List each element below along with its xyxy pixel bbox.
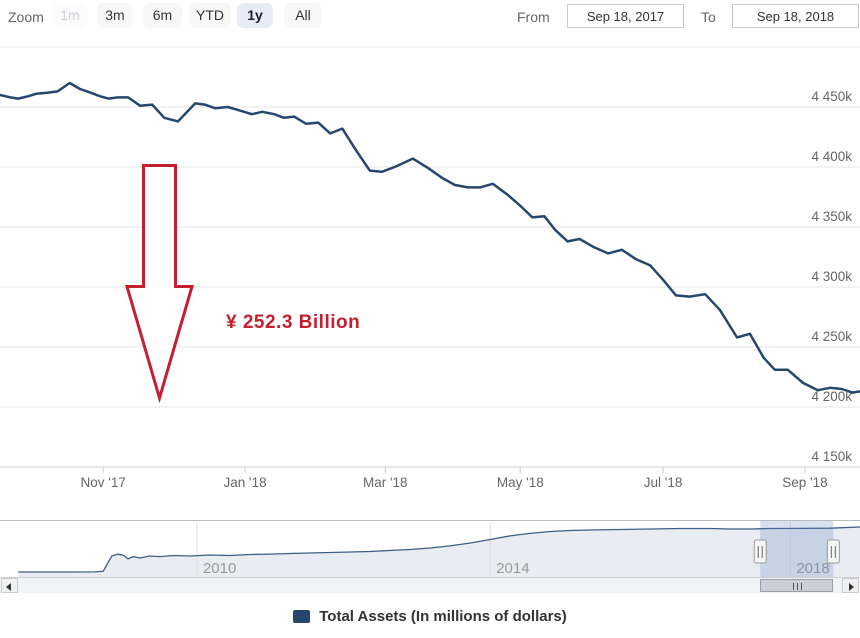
- navigator-year-label: 2014: [496, 560, 529, 577]
- total-assets-line-series: [0, 81, 860, 394]
- legend-label: Total Assets (In millions of dollars): [319, 608, 567, 625]
- x-axis-label: Nov '17: [81, 475, 126, 490]
- navigator-year-label: 2010: [203, 560, 236, 577]
- range-button-1m[interactable]: 1m: [52, 3, 88, 28]
- scrollbar-left-button[interactable]: [1, 578, 18, 593]
- legend: Total Assets (In millions of dollars): [0, 608, 860, 625]
- main-chart-plot-area[interactable]: 4 450k 4 400k 4 350k 4 300k 4 250k 4 200k 4 15…: [0, 0, 860, 505]
- to-date-input[interactable]: [732, 4, 859, 28]
- zoom-label: Zoom: [8, 9, 44, 25]
- y-axis-label: 4 150k: [811, 449, 852, 464]
- navigator-series: [18, 527, 860, 577]
- scrollbar-grip-icon: [796, 583, 798, 590]
- navigator-left-handle[interactable]: [753, 539, 767, 564]
- series-color-swatch: [293, 610, 311, 623]
- scrollbar-right-button[interactable]: [842, 578, 859, 593]
- from-date-input[interactable]: [567, 4, 684, 28]
- y-axis-label: 4 400k: [811, 149, 852, 164]
- navigator[interactable]: 2010 2014 2018: [0, 520, 860, 578]
- scrollbar-thumb[interactable]: [760, 579, 834, 592]
- x-axis-label: May '18: [497, 475, 544, 490]
- y-axis-label: 4 450k: [811, 89, 852, 104]
- y-axis-label: 4 250k: [811, 329, 852, 344]
- y-axis-label: 4 200k: [811, 389, 852, 404]
- x-axis-label: Mar '18: [363, 475, 408, 490]
- to-label: To: [701, 9, 716, 25]
- range-button-1y[interactable]: 1y: [237, 3, 273, 28]
- main-chart-grid: [0, 46, 860, 468]
- range-button-ytd[interactable]: YTD: [189, 3, 231, 28]
- down-arrow-annotation: [125, 164, 194, 404]
- navigator-scrollbar-track[interactable]: [0, 577, 860, 593]
- y-axis-label: 4 350k: [811, 209, 852, 224]
- navigator-selected-range[interactable]: [760, 521, 834, 577]
- x-axis-label: Sep '18: [782, 475, 827, 490]
- range-button-6m[interactable]: 6m: [143, 3, 182, 28]
- y-axis-label: 4 300k: [811, 269, 852, 284]
- annotation-text: ¥ 252.3 Billion: [226, 312, 361, 333]
- range-button-3m[interactable]: 3m: [97, 3, 133, 28]
- navigator-year-label: 2018: [796, 560, 829, 577]
- navigator-year-grid: 2010 2014 2018: [196, 523, 830, 577]
- x-axis-label: Jan '18: [224, 475, 267, 490]
- navigator-right-handle[interactable]: [826, 539, 840, 564]
- x-axis-label: Jul '18: [644, 475, 683, 490]
- scroll-left-arrow-icon: [6, 583, 11, 591]
- main-chart-axes: 4 450k 4 400k 4 350k 4 300k 4 250k 4 200k 4 15…: [81, 89, 853, 490]
- from-label: From: [517, 9, 550, 25]
- range-button-all[interactable]: All: [284, 3, 322, 28]
- scroll-right-arrow-icon: [849, 583, 854, 591]
